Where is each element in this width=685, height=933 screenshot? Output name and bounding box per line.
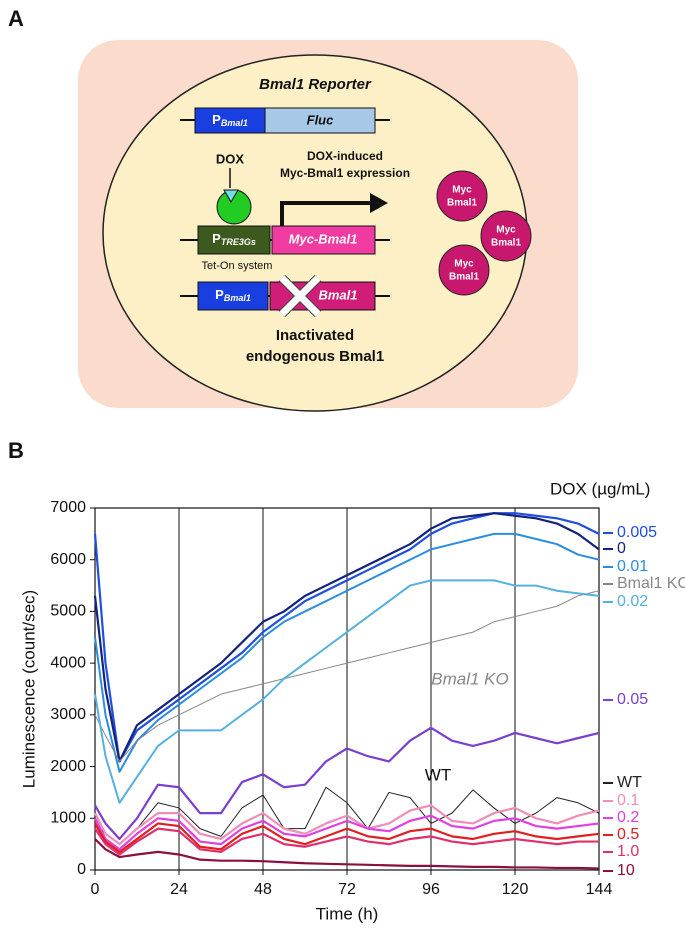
promoter-label: PBmal1 (215, 287, 251, 303)
fluc-label: Fluc (307, 112, 334, 127)
series-line (94, 532, 600, 773)
legend-label: 10 (617, 862, 635, 879)
series-line (93, 512, 600, 763)
x-tick-label: 24 (170, 881, 188, 898)
myc-label: Myc-Bmal1 (289, 231, 358, 246)
annotation: Bmal1 KO (431, 669, 508, 688)
bmal1-label: Bmal1 (318, 287, 357, 302)
protein (480, 210, 532, 262)
x-axis-label: Time (h) (316, 904, 379, 923)
x-tick-label: 0 (91, 881, 100, 898)
y-axis-label: Luminescence (count/sec) (19, 590, 38, 788)
dox-label: DOX (216, 151, 245, 166)
legend-label: 0.2 (617, 809, 639, 826)
legend-title: DOX (µg/mL) (550, 479, 650, 498)
x-tick-label: 144 (586, 881, 613, 898)
plot-frame (94, 507, 600, 871)
x-tick-label: 48 (254, 881, 272, 898)
protein (436, 170, 488, 222)
protein-label: Bmal1 (447, 198, 477, 209)
transcription-arrow (280, 201, 372, 226)
promoter-label: PBmal1 (212, 112, 248, 128)
protein-label: Myc (454, 259, 474, 270)
legend-label: WT (617, 774, 642, 791)
panel-label: A (8, 6, 24, 31)
annotation: WT (425, 765, 451, 784)
x-tick-label: 120 (502, 881, 529, 898)
series-line (94, 827, 599, 856)
legend-label: 0.05 (617, 691, 648, 708)
x-tick-label: 96 (422, 881, 440, 898)
legend-label: 0 (617, 540, 626, 557)
legend-label: 0.01 (617, 558, 648, 575)
series-line (94, 726, 600, 841)
series-line (94, 579, 600, 804)
series-line (94, 786, 600, 845)
y-tick-label: 0 (77, 861, 86, 878)
series-line (94, 590, 600, 762)
fluc-box (264, 107, 376, 134)
y-tick-label: 6000 (50, 551, 86, 568)
dox-molecule (223, 189, 239, 203)
induced-text: Myc-Bmal1 expression (280, 166, 410, 180)
legend-label: 0.005 (617, 524, 657, 541)
inactivated-text: Inactivated (276, 327, 354, 344)
promoter-box (194, 107, 266, 134)
y-tick-label: 4000 (50, 654, 86, 671)
panel-label: B (8, 438, 24, 463)
series-line (94, 838, 600, 870)
legend-label: 0.1 (617, 792, 639, 809)
y-tick-label: 2000 (50, 758, 86, 775)
series-line (94, 804, 600, 846)
protein-label: Myc (496, 225, 516, 236)
y-tick-label: 1000 (50, 810, 86, 827)
series-line (93, 512, 600, 763)
y-tick-label: 5000 (50, 603, 86, 620)
legend-label: 1.0 (617, 843, 639, 860)
myc-box (271, 225, 376, 255)
x-tick-label: 72 (338, 881, 356, 898)
protein-label: Bmal1 (491, 238, 521, 249)
tet-on-label: Tet-On system (202, 260, 273, 272)
induced-text: DOX-induced (307, 149, 383, 163)
tre-label: PTRE3Gs (212, 231, 256, 247)
inactivated-text: endogenous Bmal1 (246, 348, 384, 365)
legend-label: 0.5 (617, 826, 639, 843)
legend-label: Bmal1 KO (617, 575, 685, 592)
protein-label: Myc (452, 185, 472, 196)
promoter-box (197, 281, 269, 311)
protein (438, 244, 490, 296)
series-line (94, 822, 600, 854)
tre-box (197, 225, 271, 255)
series-line (94, 814, 600, 851)
arrow-head (370, 193, 388, 213)
y-tick-label: 3000 (50, 706, 86, 723)
inactivation-cross (278, 274, 322, 318)
protein-label: Bmal1 (449, 272, 479, 283)
y-tick-label: 7000 (50, 499, 86, 516)
reporter-title: Bmal1 Reporter (259, 76, 372, 93)
legend-label: 0.02 (617, 593, 648, 610)
